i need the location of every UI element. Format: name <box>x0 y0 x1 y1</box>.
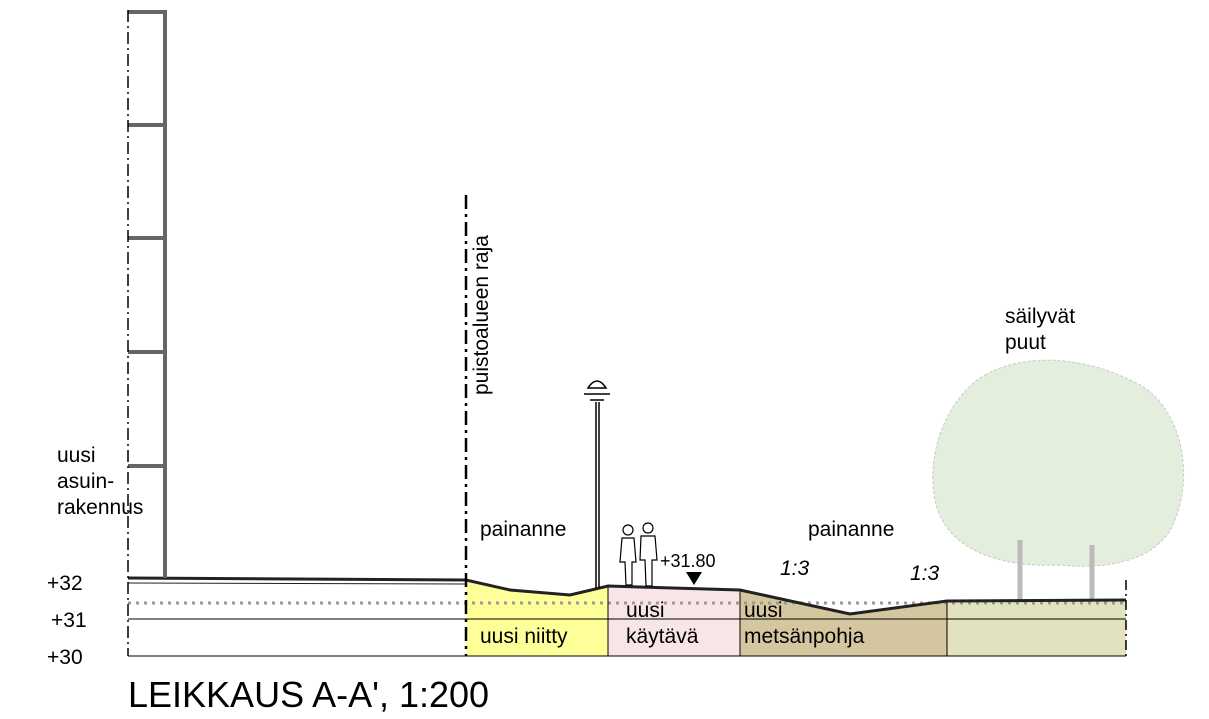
zone-label: uusi <box>744 599 783 622</box>
people <box>619 522 658 587</box>
slope-label: 1:3 <box>910 562 940 585</box>
depression-label: painanne <box>808 518 894 541</box>
zone-label: uusi niitty <box>480 625 568 648</box>
title: LEIKKAUS A-A', 1:200 <box>128 674 489 715</box>
slope-label: 1:3 <box>780 557 810 580</box>
depression-label: painanne <box>480 518 566 541</box>
level-label: +31 <box>51 609 87 632</box>
ground-profile <box>127 576 1127 616</box>
zone-existing <box>947 600 1126 656</box>
trees-label: puut <box>1005 331 1046 354</box>
zone-forest-floor <box>740 590 947 656</box>
building-label: rakennus <box>57 496 143 519</box>
zone-label: uusi <box>626 599 665 622</box>
level-label: +32 <box>47 572 83 595</box>
trees-label: säilyvät <box>1005 305 1075 328</box>
tree-illustration <box>932 359 1185 602</box>
level-label: +30 <box>47 646 83 669</box>
elevation-label: +31.80 <box>660 551 716 571</box>
zone-label: käytävä <box>626 625 699 648</box>
building <box>128 10 167 578</box>
lamp <box>584 380 610 588</box>
elevation-marker <box>686 572 702 585</box>
ground-line <box>127 582 467 585</box>
zone-label: metsänpohja <box>744 625 865 648</box>
boundary-label: puistoalueen raja <box>470 235 493 395</box>
building-label: uusi <box>57 444 96 467</box>
building-label: asuin- <box>57 470 114 493</box>
